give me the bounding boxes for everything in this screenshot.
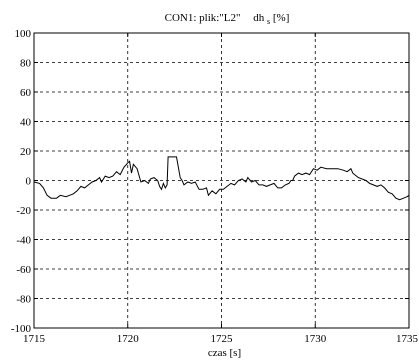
y-tick-label: 60 [20,87,32,99]
y-tick-label: 40 [20,117,32,129]
y-tick-label: -80 [16,294,31,306]
series-line [33,156,410,201]
chart-title-subscript: s [267,17,270,26]
y-tick-label: 20 [20,146,32,158]
y-tick-label: -100 [11,323,32,335]
y-tick-label: 100 [15,28,32,40]
x-tick-label: 1725 [211,333,234,345]
x-axis-label: czas [s] [208,347,241,359]
x-tick-label: 1735 [396,333,419,345]
x-tick-label: 1720 [117,333,140,345]
y-tick-label: -40 [16,235,31,247]
chart-title-main: CON1: plik:"L2" [165,12,241,24]
y-tick-label: 0 [26,176,32,188]
data-layer [33,156,410,201]
chart-title-unit: [%] [273,12,290,24]
chart-title-variable: dh [253,12,265,24]
y-tick-label: -20 [16,205,31,217]
chart-title: CON1: plik:"L2" dh s [%] [165,12,290,27]
x-tick-label: 1730 [304,333,327,345]
grid-lines [34,33,409,328]
x-tick-label: 1715 [23,333,46,345]
y-tick-label: -60 [16,264,31,276]
y-tick-label: 80 [20,58,32,70]
